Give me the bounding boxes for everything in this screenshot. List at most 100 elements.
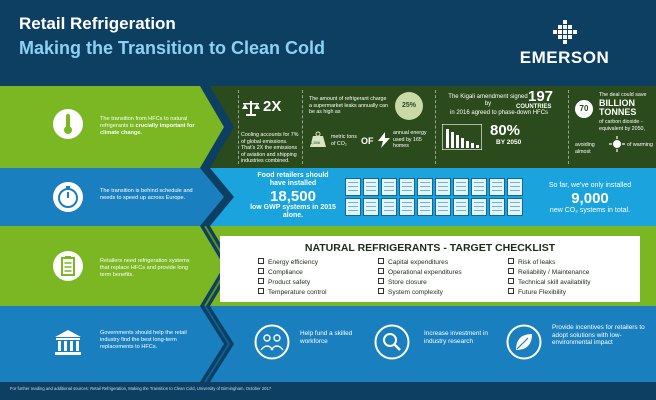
deal-avoiding: avoiding almost bbox=[575, 142, 595, 155]
page-title: Retail Refrigeration bbox=[19, 14, 176, 33]
kigali-count: 197 bbox=[528, 88, 554, 105]
should-text: Food retailers should have installed bbox=[257, 172, 329, 187]
fridge-icon bbox=[453, 198, 469, 216]
leaf-icon bbox=[506, 324, 542, 360]
lightning-icon bbox=[378, 132, 390, 148]
fridge-icon bbox=[471, 198, 487, 216]
checklist-col-3: Risk of leaks Reliability / Maintenance … bbox=[508, 258, 591, 298]
box-kigali: The Kigali amendment signed by 197 COUNT… bbox=[435, 88, 567, 164]
header: Retail Refrigeration Making the Transiti… bbox=[0, 0, 656, 86]
fridge-icon bbox=[345, 198, 361, 216]
row4-description: Governments should help the retail indus… bbox=[100, 330, 187, 351]
fridge-icon bbox=[471, 178, 487, 196]
fridge-icon bbox=[417, 178, 433, 196]
row4-band bbox=[0, 306, 656, 382]
fridge-icon bbox=[417, 198, 433, 216]
checklist-item[interactable]: System complexity bbox=[378, 288, 462, 298]
checkbox[interactable] bbox=[508, 278, 514, 285]
box-deal: 70 The deal could save BILLION TONNES of… bbox=[568, 90, 656, 164]
box-emissions: 2X Cooling accounts for 7% of global emi… bbox=[238, 90, 300, 164]
checkbox[interactable] bbox=[258, 268, 264, 275]
co2-weight-icon bbox=[310, 131, 326, 147]
row2-band bbox=[0, 168, 656, 226]
deal-sub: of carbon dioxide - equivalent by 2050, bbox=[599, 119, 645, 132]
checkbox[interactable] bbox=[508, 288, 514, 295]
fridge-icon bbox=[363, 198, 379, 216]
declining-chart-icon bbox=[442, 124, 482, 150]
checklist-item[interactable]: Technical skill availability bbox=[508, 278, 591, 288]
thermometer-icon bbox=[53, 109, 83, 139]
checklist-item[interactable]: Reliability / Maintenance bbox=[508, 268, 591, 278]
checkbox[interactable] bbox=[508, 258, 514, 265]
action-incentives: Provide incentives for retailers to adop… bbox=[552, 324, 645, 347]
fridge-icon bbox=[435, 198, 451, 216]
emissions-text: Cooling accounts for 7% of global emissi… bbox=[241, 132, 299, 165]
box-leak: The amount of refrigerant charge a super… bbox=[302, 90, 432, 164]
deal-heading: The deal could save bbox=[599, 92, 647, 98]
fridge-icon bbox=[453, 178, 469, 196]
checklist-col-1: Energy efficiency Compliance Product saf… bbox=[258, 258, 327, 298]
action-workforce: Help fund a skilled workforce bbox=[300, 330, 353, 345]
action-research: Increase investment in industry research bbox=[424, 330, 488, 345]
checkbox[interactable] bbox=[378, 288, 384, 295]
government-building-icon bbox=[55, 330, 81, 355]
installed-value: 9,000 bbox=[571, 190, 609, 207]
scale-icon bbox=[242, 101, 260, 116]
row-schedule: The transition is behind schedule and ne… bbox=[0, 168, 656, 226]
deal-big: 70 bbox=[575, 100, 593, 118]
fridge-icon bbox=[363, 178, 379, 196]
row2-description: The transition is behind schedule and ne… bbox=[100, 188, 193, 202]
row-climate: The transition from HFCs to natural refr… bbox=[0, 86, 656, 168]
checkbox[interactable] bbox=[378, 278, 384, 285]
row-government: Governments should help the retail indus… bbox=[0, 306, 656, 382]
checkbox[interactable] bbox=[258, 258, 264, 265]
fridge-icon bbox=[399, 198, 415, 216]
installed-sub: new CO₂ systems in total. bbox=[549, 207, 631, 214]
should-sub: low GWP systems in 2015 alone. bbox=[250, 204, 336, 219]
leak-energy-label: annual energy used by 165 homes bbox=[393, 130, 427, 150]
checkbox[interactable] bbox=[378, 268, 384, 275]
stopwatch-icon bbox=[53, 182, 83, 212]
clipboard-icon bbox=[53, 251, 83, 281]
magnifier-icon bbox=[374, 324, 410, 360]
leak-percent: 25% bbox=[395, 92, 423, 120]
should-value: 18,500 bbox=[270, 188, 316, 205]
checkbox[interactable] bbox=[258, 278, 264, 285]
emerson-logo: EMERSON bbox=[507, 20, 622, 72]
deal-tonnes: BILLION TONNES bbox=[599, 98, 637, 117]
fridge-icon bbox=[381, 198, 397, 216]
checklist-item[interactable]: Risk of leaks bbox=[508, 258, 591, 268]
checkbox[interactable] bbox=[378, 258, 384, 265]
row3-description: Retailers need refrigeration systems tha… bbox=[100, 258, 190, 279]
emerson-logo-icon bbox=[552, 20, 577, 44]
fridge-icon bbox=[507, 178, 523, 196]
checkbox[interactable] bbox=[258, 288, 264, 295]
fridge-icon bbox=[399, 178, 415, 196]
checklist-item[interactable]: Energy efficiency bbox=[258, 258, 327, 268]
checklist-item[interactable]: Product safety bbox=[258, 278, 327, 288]
fridge-icon bbox=[381, 178, 397, 196]
footer-source: For further reading and additional sourc… bbox=[10, 386, 272, 391]
checklist-item[interactable]: Temperature control bbox=[258, 288, 327, 298]
checklist-item[interactable]: Operational expenditures bbox=[378, 268, 462, 278]
row1-description: The transition from HFCs to natural refr… bbox=[100, 116, 195, 137]
checkbox[interactable] bbox=[508, 268, 514, 275]
checklist-item[interactable]: Compliance bbox=[258, 268, 327, 278]
leak-mt-label: metric tons of CO₂ bbox=[331, 134, 357, 147]
kigali-heading: The Kigali amendment signed by bbox=[448, 94, 528, 107]
checklist-item[interactable]: Capital expenditures bbox=[378, 258, 462, 268]
checklist-item[interactable]: Store closure bbox=[378, 278, 462, 288]
leak-heading: The amount of refrigerant charge a super… bbox=[309, 96, 388, 116]
fridge-icon bbox=[489, 198, 505, 216]
checklist-item[interactable]: Future Flexibility bbox=[508, 288, 591, 298]
kigali-sub: in 2016 agreed to phase-down HFCs bbox=[450, 110, 549, 116]
fridge-icon bbox=[345, 178, 361, 196]
fridge-icon bbox=[489, 178, 505, 196]
checklist-title: NATURAL REFRIGERANTS - TARGET CHECKLIST bbox=[304, 242, 556, 254]
leak-or: OF bbox=[361, 136, 374, 146]
leak-mt-value: 1,556 bbox=[310, 140, 321, 145]
fridge-icon bbox=[507, 198, 523, 216]
emissions-multiplier: 2X bbox=[263, 98, 282, 115]
row1-band bbox=[0, 86, 656, 168]
installed-text: So far, we've only installed bbox=[548, 182, 632, 189]
